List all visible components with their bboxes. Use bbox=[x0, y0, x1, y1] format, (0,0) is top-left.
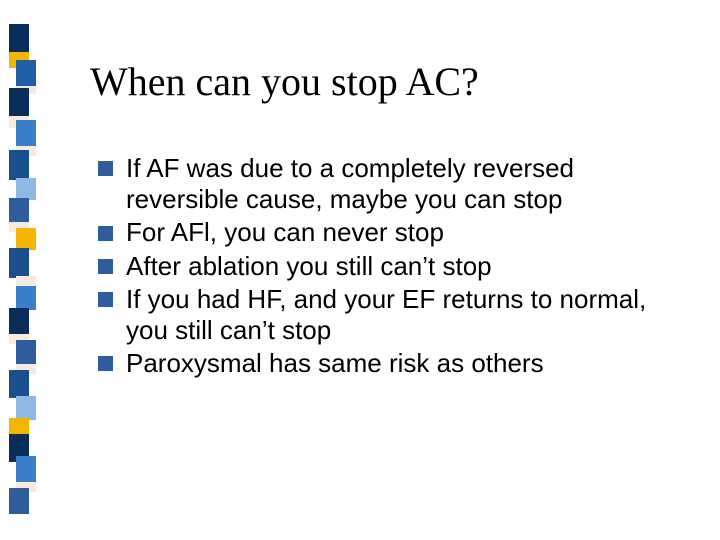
sidebar-stripe bbox=[16, 286, 36, 310]
square-bullet-icon bbox=[98, 259, 113, 274]
bullet-text: If you had HF, and your EF returns to no… bbox=[126, 284, 646, 345]
square-bullet-icon bbox=[98, 161, 113, 176]
sidebar-stripe bbox=[16, 340, 36, 364]
sidebar-stripe bbox=[9, 198, 29, 222]
bullet-item: For AFl, you can never stop bbox=[98, 217, 680, 248]
square-bullet-icon bbox=[98, 356, 113, 371]
sidebar-stripe bbox=[16, 456, 36, 482]
square-bullet-icon bbox=[98, 292, 113, 307]
slide-title: When can you stop AC? bbox=[90, 58, 680, 105]
sidebar-stripe bbox=[16, 396, 36, 420]
bullet-item: If AF was due to a completely reversed r… bbox=[98, 153, 680, 215]
sidebar-stripe bbox=[16, 178, 36, 200]
square-bullet-icon bbox=[98, 226, 113, 241]
bullet-text: If AF was due to a completely reversed r… bbox=[126, 153, 574, 214]
sidebar-stripe bbox=[9, 88, 29, 116]
bullet-text: Paroxysmal has same risk as others bbox=[126, 348, 544, 378]
sidebar-stripe bbox=[9, 150, 29, 180]
sidebar-stripe bbox=[9, 24, 29, 52]
sidebar-stripe bbox=[16, 228, 36, 250]
sidebar-stripe bbox=[9, 248, 29, 278]
bullet-text: After ablation you still can’t stop bbox=[126, 251, 492, 281]
bullet-item: If you had HF, and your EF returns to no… bbox=[98, 284, 680, 346]
slide-content: When can you stop AC? If AF was due to a… bbox=[90, 58, 680, 381]
bullet-item: After ablation you still can’t stop bbox=[98, 251, 680, 282]
sidebar-stripe bbox=[9, 370, 29, 398]
decorative-sidebar bbox=[0, 0, 38, 540]
bullet-list: If AF was due to a completely reversed r… bbox=[90, 153, 680, 379]
sidebar-stripe bbox=[9, 418, 29, 434]
sidebar-stripe bbox=[9, 308, 29, 334]
sidebar-stripe bbox=[9, 488, 29, 514]
sidebar-stripe bbox=[16, 276, 36, 286]
sidebar-stripe bbox=[16, 120, 36, 146]
sidebar-stripe bbox=[16, 60, 36, 86]
bullet-item: Paroxysmal has same risk as others bbox=[98, 348, 680, 379]
bullet-text: For AFl, you can never stop bbox=[126, 217, 444, 247]
